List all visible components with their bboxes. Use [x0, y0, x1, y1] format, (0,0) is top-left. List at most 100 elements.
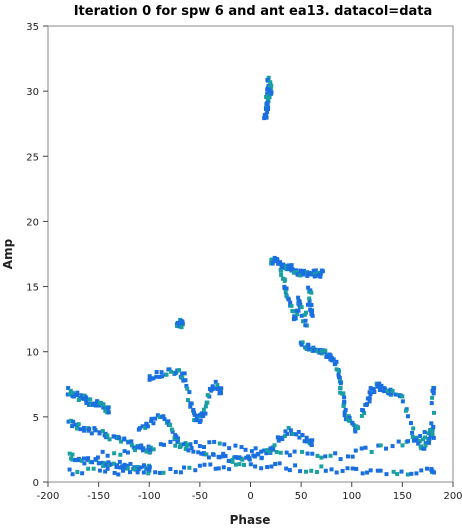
data-point — [315, 348, 320, 353]
data-point — [274, 449, 279, 454]
data-point — [189, 401, 194, 406]
data-point — [108, 462, 113, 467]
data-point — [213, 466, 218, 471]
data-point — [141, 446, 146, 451]
data-point — [122, 466, 127, 471]
data-point — [96, 461, 101, 466]
data-point — [248, 462, 253, 467]
data-point — [300, 340, 305, 345]
data-point — [84, 401, 89, 406]
x-tick-label: 50 — [295, 491, 308, 502]
data-point — [265, 106, 270, 111]
y-tick-label: 35 — [26, 22, 39, 33]
data-point — [161, 442, 166, 447]
x-tick-label: 150 — [393, 491, 412, 502]
data-point — [301, 272, 306, 277]
data-point — [175, 439, 180, 444]
data-point — [159, 370, 164, 375]
data-point — [419, 446, 424, 451]
data-point — [338, 457, 343, 462]
data-point — [227, 458, 232, 463]
data-point — [192, 412, 197, 417]
data-point — [146, 471, 151, 476]
data-point — [272, 443, 277, 448]
y-tick-label: 15 — [26, 283, 39, 294]
data-point — [383, 446, 388, 451]
data-point — [80, 471, 85, 476]
data-point — [77, 457, 82, 462]
data-point — [188, 442, 193, 447]
data-point — [354, 466, 359, 471]
x-tick-label: -100 — [138, 491, 161, 502]
data-point — [215, 383, 220, 388]
data-point — [426, 431, 431, 436]
data-point — [183, 378, 188, 383]
data-point — [162, 417, 167, 422]
data-point — [377, 381, 382, 386]
data-point — [189, 445, 194, 450]
data-point — [253, 464, 258, 469]
data-point — [71, 394, 76, 399]
data-point — [300, 433, 305, 438]
data-point — [68, 392, 73, 397]
data-point — [259, 455, 264, 460]
data-point — [70, 472, 75, 477]
data-point — [121, 468, 126, 473]
data-point — [284, 450, 289, 455]
data-point — [210, 387, 215, 392]
data-point — [125, 463, 130, 468]
data-point — [243, 447, 248, 452]
data-point — [343, 407, 348, 412]
data-point — [122, 449, 127, 454]
data-point — [223, 454, 228, 459]
x-axis: -200 -150 -100 -50 0 50 100 150 200 — [37, 482, 462, 502]
data-point — [286, 267, 291, 272]
data-point — [269, 90, 274, 95]
data-point — [181, 442, 186, 447]
data-point — [308, 288, 313, 293]
y-tick-label: 30 — [26, 87, 39, 98]
data-point — [185, 386, 190, 391]
data-point — [391, 469, 396, 474]
data-point — [161, 470, 166, 475]
data-point — [157, 415, 162, 420]
data-point — [122, 437, 127, 442]
data-point — [106, 460, 111, 465]
data-point — [205, 400, 210, 405]
data-point — [81, 456, 86, 461]
data-point — [389, 391, 394, 396]
data-point — [112, 434, 117, 439]
data-point — [178, 444, 183, 449]
data-point — [185, 398, 190, 403]
data-point — [213, 379, 218, 384]
data-point — [208, 462, 213, 467]
data-point — [408, 421, 413, 426]
data-point — [264, 95, 269, 100]
data-point — [145, 424, 150, 429]
data-point — [287, 468, 292, 473]
data-point — [275, 257, 280, 262]
data-point — [253, 446, 258, 451]
data-point — [79, 458, 84, 463]
data-point — [87, 426, 92, 431]
data-point — [312, 274, 317, 279]
data-point — [379, 383, 384, 388]
data-point — [249, 449, 254, 454]
data-point — [346, 454, 351, 459]
data-point — [315, 453, 320, 458]
data-point — [271, 445, 276, 450]
data-point — [117, 436, 122, 441]
data-point — [182, 371, 187, 376]
data-point — [390, 389, 395, 394]
data-point — [129, 443, 134, 448]
data-point — [282, 278, 287, 283]
data-point — [101, 402, 106, 407]
data-point — [371, 387, 376, 392]
data-point — [279, 268, 284, 273]
data-point — [79, 394, 84, 399]
data-point — [176, 436, 181, 441]
data-point — [153, 416, 158, 421]
data-point — [66, 386, 71, 391]
data-point — [178, 470, 183, 475]
data-point — [329, 467, 334, 472]
